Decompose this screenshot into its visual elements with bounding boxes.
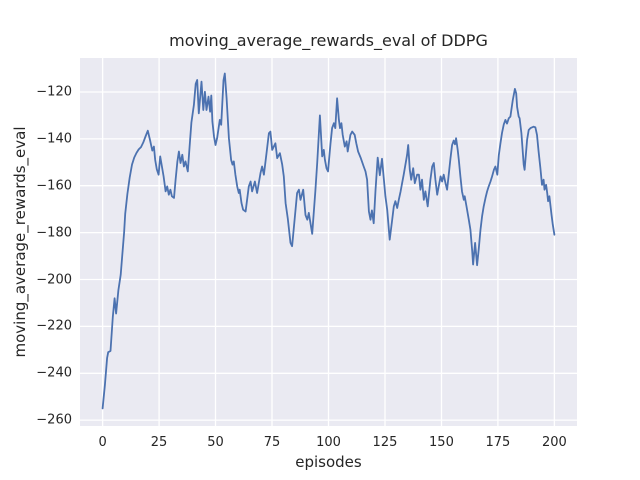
x-tick-label: 100 bbox=[316, 435, 341, 450]
x-tick-label: 75 bbox=[263, 435, 281, 450]
x-tick-label: 0 bbox=[98, 435, 107, 450]
y-tick-label: −140 bbox=[36, 131, 72, 147]
gridlines bbox=[80, 58, 577, 426]
x-tick-label: 125 bbox=[372, 435, 398, 450]
line-series bbox=[101, 72, 556, 410]
y-tick-label: −160 bbox=[36, 178, 72, 194]
y-tick-label: −240 bbox=[36, 365, 72, 381]
x-tick-label: 25 bbox=[150, 435, 168, 450]
chart-title: moving_average_rewards_eval of DDPG bbox=[169, 31, 488, 50]
line-chart-svg bbox=[80, 58, 577, 426]
x-tick-label: 200 bbox=[541, 435, 567, 450]
y-tick-label: −260 bbox=[36, 412, 72, 428]
y-tick-label: −120 bbox=[36, 84, 72, 100]
y-tick-label: −200 bbox=[36, 272, 72, 287]
x-axis-label: episodes bbox=[295, 453, 362, 471]
plot-area bbox=[80, 58, 577, 426]
x-tick-label: 50 bbox=[207, 435, 224, 450]
y-tick-label: −180 bbox=[36, 225, 72, 241]
y-tick-label: −220 bbox=[36, 318, 72, 334]
x-tick-label: 175 bbox=[485, 435, 511, 450]
x-tick-label: 150 bbox=[429, 435, 454, 450]
